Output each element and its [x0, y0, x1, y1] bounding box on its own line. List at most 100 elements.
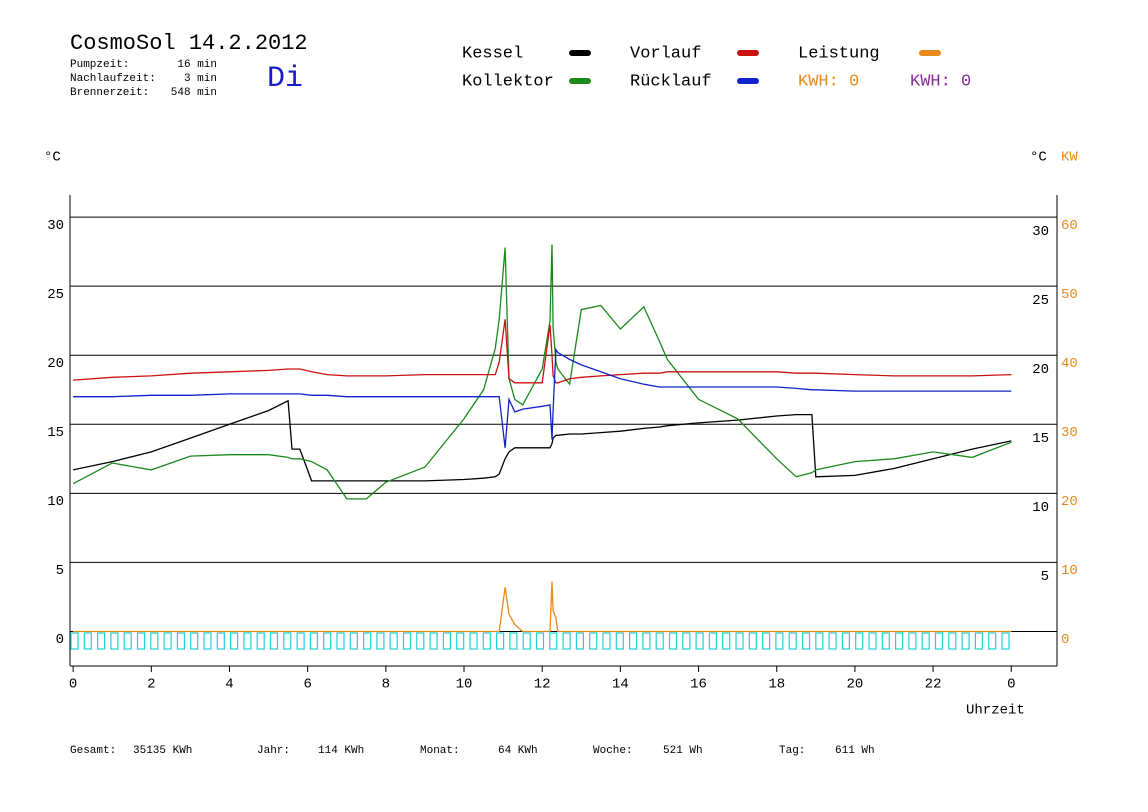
pump-mark	[988, 632, 997, 650]
pump-mark	[389, 632, 398, 650]
series-line	[72, 399, 1012, 482]
x-axis-label: Uhrzeit	[966, 703, 1025, 719]
pump-mark	[190, 632, 199, 650]
pump-mark	[256, 632, 265, 650]
x-tick-label: 2	[147, 677, 155, 693]
y-tick-label: 25	[47, 287, 64, 303]
pump-mark	[163, 632, 172, 650]
pump-mark	[828, 632, 837, 650]
series-line	[72, 244, 1012, 500]
pump-mark	[695, 632, 704, 650]
pump-mark	[535, 632, 545, 650]
info-label: Nachlaufzeit:	[70, 73, 156, 85]
x-tick-label: 6	[303, 677, 311, 693]
x-tick-label: 22	[925, 677, 942, 693]
pump-mark	[230, 632, 239, 650]
pump-mark	[522, 632, 531, 650]
pump-mark	[243, 632, 252, 650]
pump-mark	[948, 632, 957, 650]
y-right-tick-label: 15	[1032, 431, 1049, 447]
y-tick-label: 5	[56, 563, 64, 579]
pump-mark	[881, 632, 890, 650]
pump-mark	[123, 632, 132, 650]
x-tick-label: 0	[69, 677, 77, 693]
kwh-label: KWH: 0	[910, 72, 971, 91]
pump-mark	[748, 632, 757, 650]
pump-mark	[429, 632, 438, 650]
pump-mark	[761, 632, 771, 650]
y2-tick-label: 30	[1061, 425, 1078, 441]
pump-mark	[668, 632, 678, 650]
pump-mark	[575, 632, 585, 650]
x-tick-label: 14	[612, 677, 629, 693]
footer-label: Woche:	[593, 745, 633, 757]
legend-label: Leistung	[798, 44, 880, 63]
pump-mark	[841, 632, 851, 650]
pump-mark	[642, 632, 651, 650]
pump-mark	[855, 632, 864, 650]
pump-mark	[442, 632, 451, 650]
info-value: 548 min	[171, 87, 217, 99]
footer-label: Tag:	[779, 745, 805, 757]
pump-indicators	[70, 632, 1010, 650]
pump-mark	[735, 632, 744, 650]
footer-label: Gesamt:	[70, 745, 116, 757]
legend-label: Vorlauf	[630, 44, 701, 63]
kwh-label: KWH: 0	[798, 72, 859, 91]
footer-value: 114 KWh	[318, 745, 364, 757]
y-tick-label: 10	[47, 494, 64, 510]
pump-mark	[788, 632, 797, 650]
pump-mark	[868, 632, 877, 650]
info-label: Pumpzeit:	[70, 59, 129, 71]
y-right-tick-label: 5	[1041, 569, 1049, 585]
y2-tick-label: 40	[1061, 356, 1078, 372]
y2-tick-label: 50	[1061, 287, 1078, 303]
pump-mark	[628, 632, 638, 650]
y2-axis-label: KW	[1061, 150, 1078, 166]
pump-mark	[722, 632, 731, 650]
info-value: 3 min	[184, 73, 217, 85]
y-right-tick-label: 20	[1032, 362, 1049, 378]
pump-mark	[602, 632, 611, 650]
pump-mark	[96, 632, 106, 650]
footer-label: Monat:	[420, 745, 460, 757]
pump-mark	[549, 632, 558, 650]
pump-mark	[801, 632, 811, 650]
y2-tick-label: 0	[1061, 632, 1069, 648]
pump-mark	[908, 632, 917, 650]
y-tick-label: 30	[47, 218, 64, 234]
chart-title: CosmoSol 14.2.2012	[70, 31, 308, 56]
x-tick-label: 8	[382, 677, 390, 693]
pump-mark	[336, 632, 345, 650]
series-line	[73, 347, 1012, 448]
footer-value: 35135 KWh	[133, 745, 192, 757]
legend-label: Kollektor	[462, 72, 554, 91]
pump-mark	[136, 632, 146, 650]
pump-mark	[283, 632, 292, 650]
pump-mark	[150, 632, 159, 650]
y2-tick-label: 60	[1061, 218, 1078, 234]
y-right-tick-label: 30	[1032, 224, 1049, 240]
y2-tick-label: 20	[1061, 494, 1078, 510]
pump-mark	[469, 632, 478, 650]
x-tick-label: 12	[534, 677, 551, 693]
x-tick-label: 18	[768, 677, 785, 693]
pump-mark	[323, 632, 332, 650]
pump-mark	[775, 632, 784, 650]
x-tick-label: 20	[847, 677, 864, 693]
pump-mark	[269, 632, 279, 650]
pump-mark	[296, 632, 305, 650]
y-tick-label: 15	[47, 425, 64, 441]
pump-mark	[110, 632, 119, 650]
legend-label: Rücklauf	[630, 72, 712, 91]
info-value: 16 min	[177, 59, 217, 71]
x-tick-label: 10	[456, 677, 473, 693]
footer-value: 521 Wh	[663, 745, 703, 757]
pump-mark	[615, 632, 624, 650]
x-tick-label: 0	[1007, 677, 1015, 693]
y2-tick-label: 10	[1061, 563, 1078, 579]
pump-mark	[961, 632, 970, 650]
pump-mark	[496, 632, 505, 650]
pump-mark	[309, 632, 318, 650]
